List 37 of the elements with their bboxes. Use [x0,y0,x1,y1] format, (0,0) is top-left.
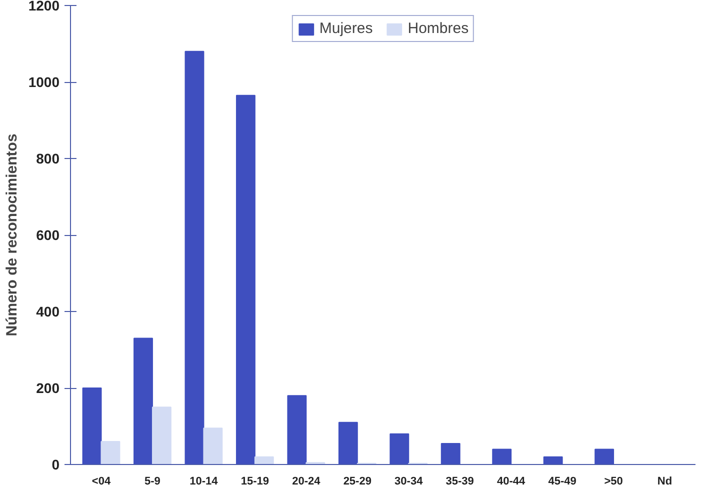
x-tick-label: 5-9 [144,476,160,488]
bar [134,338,153,464]
bar [543,456,563,464]
bar [100,441,120,464]
bar [152,406,172,464]
x-tick-label: 25-29 [343,476,372,488]
y-tick-label: 600 [36,227,60,243]
bar [203,428,223,464]
x-tick-label: >50 [604,476,623,488]
y-tick-label: 0 [52,456,60,472]
legend-label: Mujeres [319,20,373,37]
bar [287,395,307,464]
legend-label: Hombres [408,20,469,37]
x-tick-label: 35-39 [446,476,474,488]
x-tick-label: Nd [657,476,672,488]
x-tick-label: 40-44 [497,476,526,488]
x-tick-label: 45-49 [548,476,576,488]
bar [236,94,256,464]
y-tick-label: 800 [36,150,60,166]
x-tick-label: 20-24 [292,476,322,488]
bar [254,456,274,464]
bar [82,388,102,464]
x-tick-label: 30-34 [394,476,424,488]
y-tick-label: 400 [36,304,60,320]
x-tick-label: 10-14 [190,476,219,488]
x-tick-label: 15-19 [240,476,269,488]
bar [338,422,358,464]
bar [390,433,410,464]
bar [492,448,512,464]
y-axis-title: Número de reconocimientos [3,134,20,336]
y-tick-label: 200 [36,380,60,396]
y-tick-label: 1200 [28,0,60,14]
y-tick-label: 1000 [28,74,60,90]
bar [440,442,460,464]
bar [594,448,614,464]
x-tick-label: <04 [92,476,112,488]
bar [184,50,204,464]
